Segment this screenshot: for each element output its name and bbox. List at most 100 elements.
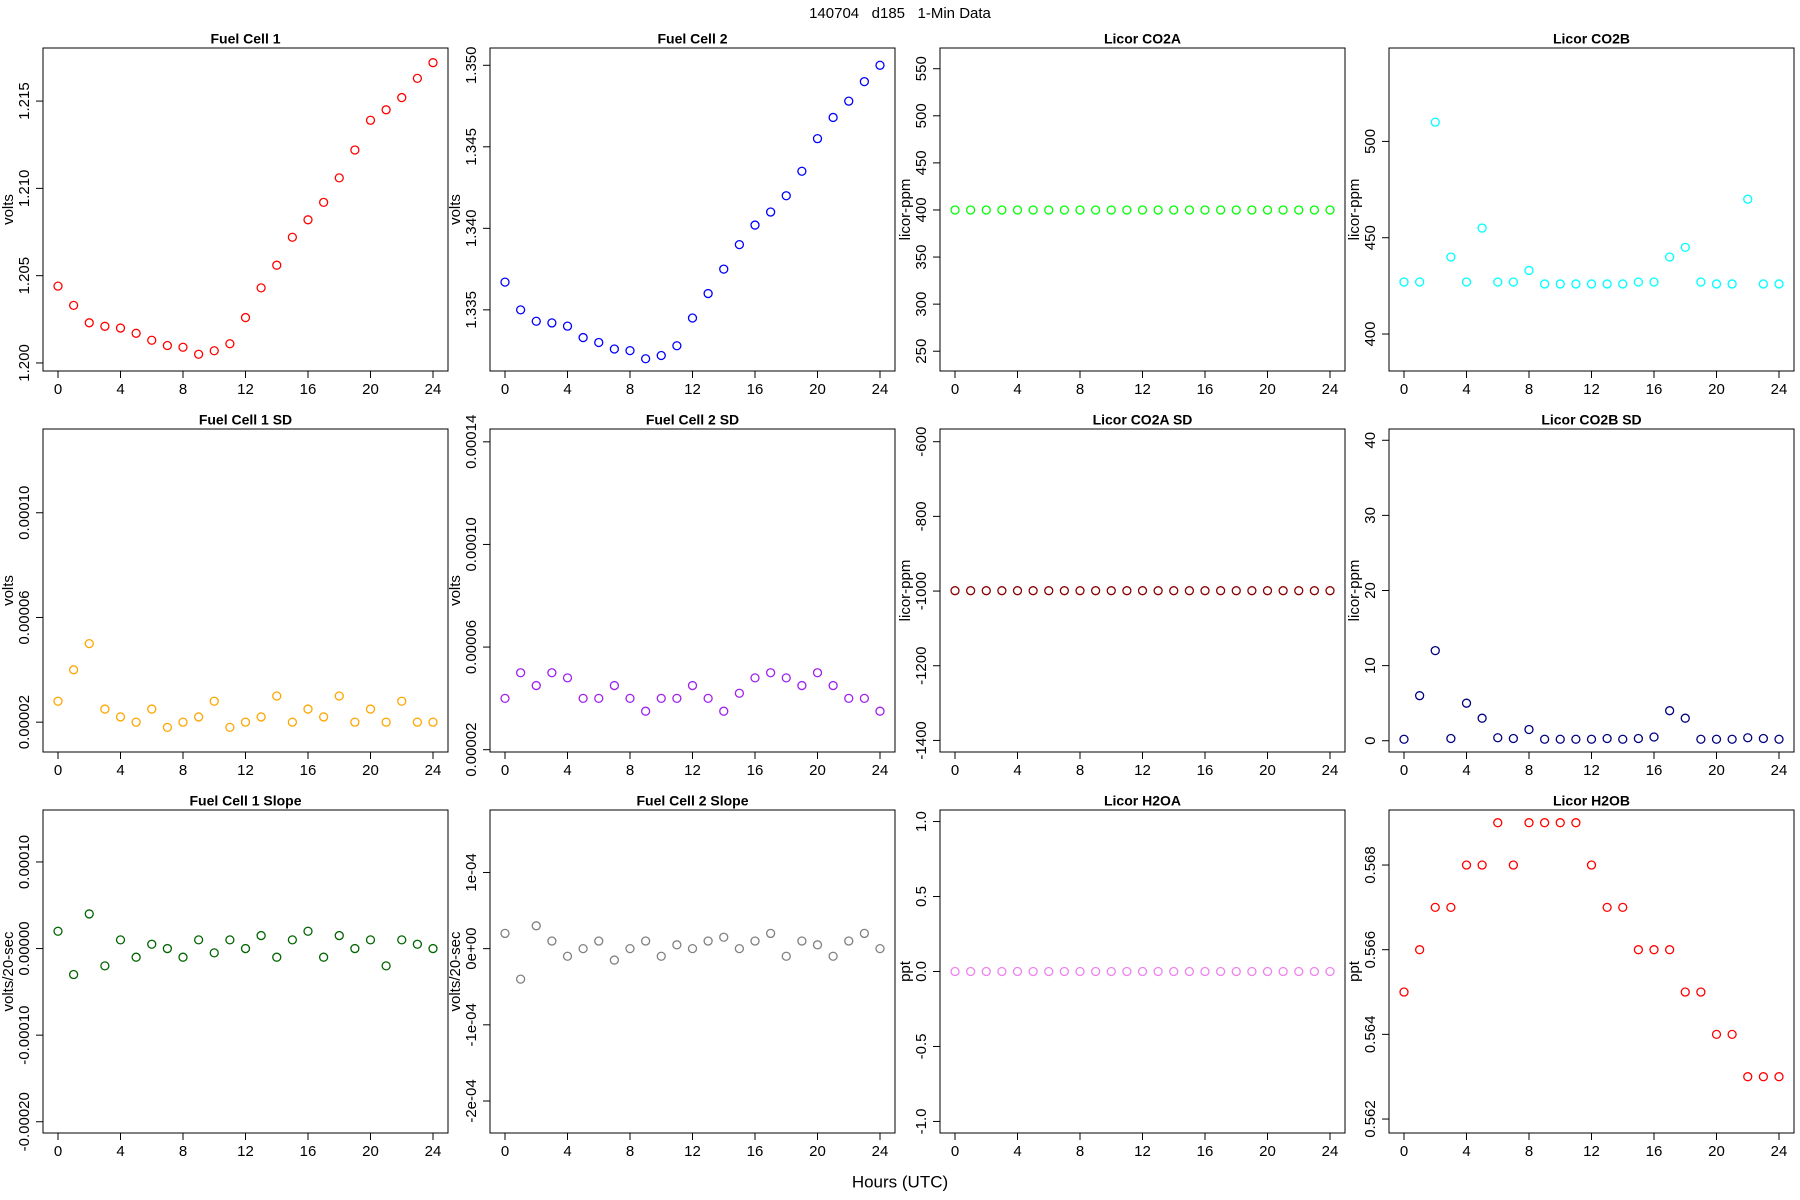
y-axis-label: licor-ppm <box>1346 560 1363 622</box>
x-tick-label: 12 <box>237 762 254 779</box>
x-tick-label: 12 <box>684 381 701 398</box>
data-point <box>1247 966 1257 977</box>
data-point <box>1028 586 1038 596</box>
x-tick-label: 20 <box>1708 1143 1725 1160</box>
data-point <box>287 935 298 945</box>
data-point <box>303 215 313 225</box>
panel-title: Licor H2OB <box>1553 793 1630 809</box>
x-tick-label: 16 <box>747 1143 764 1160</box>
data-point <box>1727 734 1737 744</box>
data-point <box>1012 966 1023 977</box>
data-point <box>1309 586 1320 596</box>
data-point <box>1122 966 1132 977</box>
data-point <box>1743 1072 1753 1082</box>
data-point <box>1215 966 1226 977</box>
data-point <box>1137 205 1148 215</box>
y-tick-label: 0.562 <box>1362 1100 1379 1138</box>
data-point <box>1446 902 1456 913</box>
data-point <box>594 337 604 348</box>
data-point <box>256 930 266 941</box>
data-point <box>1539 818 1550 828</box>
data-point <box>981 205 991 215</box>
y-tick-label: -2e-04 <box>463 1079 480 1122</box>
data-point <box>100 321 110 331</box>
data-point <box>640 354 651 364</box>
data-point <box>1430 902 1440 913</box>
data-point <box>1727 1029 1737 1040</box>
y-tick-label: 30 <box>1362 507 1379 524</box>
data-point <box>365 704 376 714</box>
panel-title: Fuel Cell 2 Slope <box>636 793 748 809</box>
x-tick-label: 0 <box>54 762 62 779</box>
data-point <box>965 586 976 596</box>
x-tick-label: 0 <box>1400 762 1408 779</box>
data-point <box>84 638 94 649</box>
x-tick-label: 4 <box>1013 381 1021 398</box>
data-point <box>828 680 838 691</box>
data-point <box>193 712 204 722</box>
data-point <box>1446 733 1456 744</box>
y-tick-label: 0.00006 <box>16 590 33 644</box>
data-point <box>1743 733 1753 743</box>
plot-frame <box>42 809 449 1134</box>
y-axis-label: ppt <box>1346 960 1363 982</box>
data-point <box>147 704 157 714</box>
data-point <box>1696 734 1706 744</box>
data-point <box>412 939 423 949</box>
data-point <box>1231 586 1241 596</box>
data-point <box>1696 277 1706 287</box>
x-tick-label: 16 <box>300 1143 317 1160</box>
x-tick-label: 16 <box>1646 1143 1663 1160</box>
data-point <box>1090 205 1101 215</box>
data-point <box>1122 586 1132 596</box>
data-point <box>1294 586 1304 596</box>
x-tick-label: 16 <box>1197 381 1214 398</box>
x-tick-label: 4 <box>1013 1143 1021 1160</box>
data-point <box>687 943 698 954</box>
data-point <box>131 952 141 962</box>
data-point <box>115 935 126 945</box>
x-tick-label: 16 <box>300 381 317 398</box>
data-point <box>1044 966 1054 977</box>
panel-title: Licor CO2A <box>1104 31 1181 47</box>
data-point <box>84 909 94 919</box>
data-point <box>1633 277 1644 287</box>
data-point <box>1399 734 1409 744</box>
y-axis-label: volts <box>0 575 17 606</box>
y-tick-label: 0.00000 <box>16 921 33 975</box>
data-point <box>547 936 557 946</box>
page-title: 140704 d185 1-Min Data <box>809 5 991 22</box>
data-point <box>875 943 885 954</box>
data-point <box>334 930 344 941</box>
y-tick-label: 1.215 <box>16 82 33 120</box>
data-point <box>1414 277 1425 287</box>
data-point <box>1231 205 1241 215</box>
data-point <box>547 668 557 678</box>
data-point <box>1461 698 1472 708</box>
data-point <box>68 300 79 311</box>
data-point <box>578 943 588 954</box>
data-point <box>672 940 682 950</box>
y-tick-label: 500 <box>913 103 930 128</box>
x-tick-label: 4 <box>563 381 571 398</box>
y-tick-label: 1e-04 <box>463 853 480 891</box>
x-tick-label: 12 <box>237 381 254 398</box>
data-point <box>1200 966 1210 977</box>
plot-frame <box>939 428 1346 753</box>
x-tick-label: 20 <box>1708 381 1725 398</box>
data-point <box>1664 252 1675 262</box>
data-point <box>859 693 870 704</box>
data-point <box>1680 713 1690 723</box>
data-point <box>428 58 438 68</box>
x-tick-label: 12 <box>1583 381 1600 398</box>
data-point <box>719 706 729 716</box>
data-point <box>1153 966 1163 977</box>
data-point <box>1309 966 1320 977</box>
x-tick-label: 24 <box>425 381 442 398</box>
data-point <box>303 704 313 714</box>
data-point <box>1231 966 1241 977</box>
x-tick-label: 8 <box>626 762 634 779</box>
data-point <box>100 704 110 714</box>
y-tick-label: 0.00002 <box>16 695 33 749</box>
x-tick-label: 16 <box>1197 762 1214 779</box>
